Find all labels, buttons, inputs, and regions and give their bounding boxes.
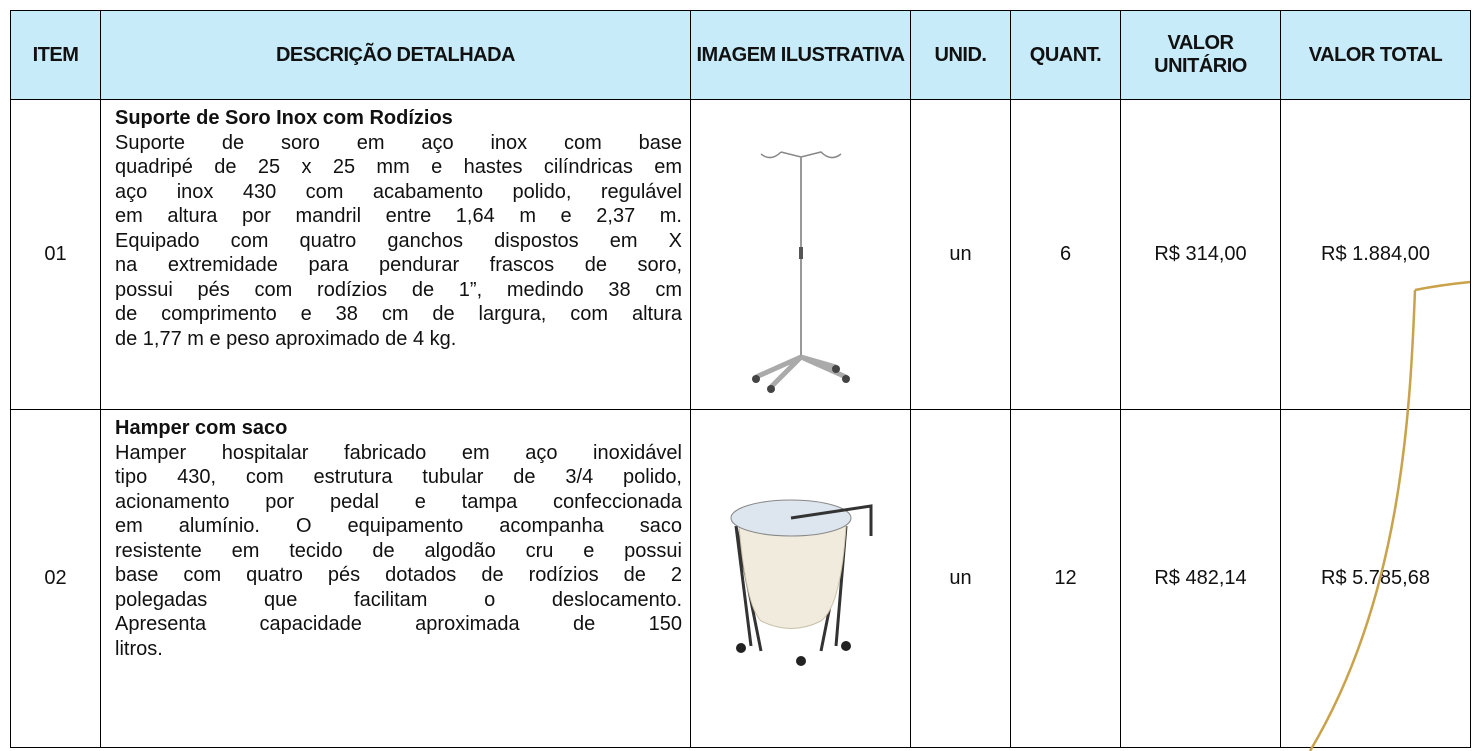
description-line: de comprimento e 38 cm de largura, com a… xyxy=(115,303,682,325)
description-line: litros. xyxy=(115,637,163,660)
image-cell xyxy=(690,409,911,748)
quantity: 12 xyxy=(1010,409,1121,748)
unit: un xyxy=(910,99,1011,410)
header-row: ITEM DESCRIÇÃO DETALHADA IMAGEM ILUSTRATIV… xyxy=(10,10,1471,100)
description: Suporte de Soro Inox com Rodízios Suporte… xyxy=(100,99,691,410)
image-cell xyxy=(690,99,911,410)
quantity: 6 xyxy=(1010,99,1121,410)
description-line: aço inox 430 com acabamento polido, regu… xyxy=(115,180,682,203)
description-line: quadripé de 25 x 25 mm e hastes cilíndri… xyxy=(115,156,682,178)
table-row: 01 Suporte de Soro Inox com Rodízios Supor… xyxy=(10,99,1471,410)
item-number: 02 xyxy=(10,409,101,748)
table-body: 01 Suporte de Soro Inox com Rodízios Supor… xyxy=(10,99,1471,748)
unit-price: R$ 314,00 xyxy=(1120,99,1281,410)
description-line: na extremidade para pendurar frascos de … xyxy=(115,254,682,276)
description-line: Hamper hospitalar fabricado em aço inoxi… xyxy=(115,441,682,464)
table-row: 02 Hamper com saco Hamper hospitalar fabri… xyxy=(10,409,1471,748)
column-header: DESCRIÇÃO DETALHADA xyxy=(100,10,691,100)
item-title: Suporte de Soro Inox com Rodízios xyxy=(115,107,453,129)
item-number: 01 xyxy=(10,99,101,410)
item-title: Hamper com saco xyxy=(115,417,288,439)
description-line: Suporte de soro em aço inox com base xyxy=(115,131,682,154)
description-line: base com quatro pés dotados de rodízios … xyxy=(115,564,682,586)
price-table: ITEM DESCRIÇÃO DETALHADA IMAGEM ILUSTRATIV… xyxy=(10,10,1471,748)
description-line: tipo 430, com estrutura tubular de 3/4 p… xyxy=(115,466,682,488)
column-header: ITEM xyxy=(10,10,101,100)
column-header: VALOR UNITÁRIO xyxy=(1120,10,1281,100)
column-header: QUANT. xyxy=(1010,10,1121,100)
column-header: UNID. xyxy=(910,10,1011,100)
description-line: em alumínio. O equipamento acompanha sac… xyxy=(115,515,682,537)
hamper-image xyxy=(730,499,872,666)
column-header: IMAGEM ILUSTRATIVA xyxy=(690,10,911,100)
total: R$ 1.884,00 xyxy=(1280,99,1471,410)
unit-price: R$ 482,14 xyxy=(1120,409,1281,748)
unit: un xyxy=(910,409,1011,748)
total: R$ 5.785,68 xyxy=(1280,409,1471,748)
description-line: acionamento por pedal e tampa confeccion… xyxy=(115,490,682,513)
description-line: possui pés com rodízios de 1”, medindo 3… xyxy=(115,278,682,301)
iv-stand-image xyxy=(751,150,850,393)
description-line: resistente em tecido de algodão cru e po… xyxy=(115,539,682,562)
column-header: VALOR TOTAL xyxy=(1280,10,1471,100)
description-line: Apresenta capacidade aproximada de 150 xyxy=(115,613,682,635)
description-line: em altura por mandril entre 1,64 m e 2,3… xyxy=(115,205,682,227)
description-line: polegadas que facilitam o deslocamento. xyxy=(115,588,682,611)
description-line: de 1,77 m e peso aproximado de 4 kg. xyxy=(115,327,457,350)
description: Hamper com saco Hamper hospitalar fabrica… xyxy=(100,409,691,748)
description-line: Equipado com quatro ganchos dispostos em… xyxy=(115,229,682,252)
